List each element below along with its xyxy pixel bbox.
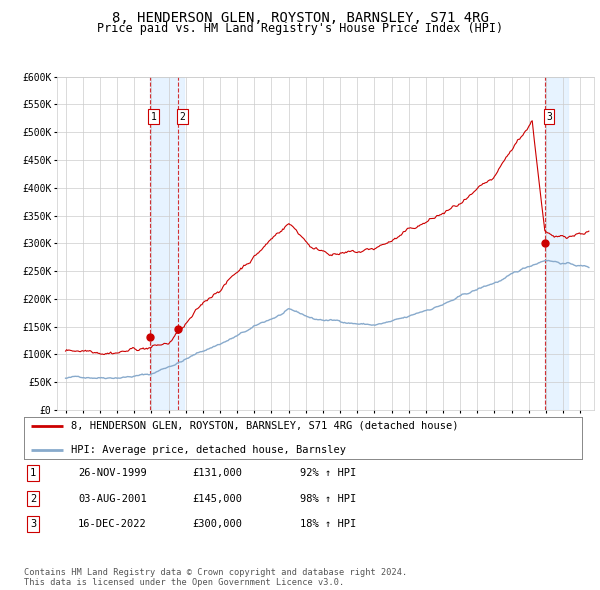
Text: Price paid vs. HM Land Registry's House Price Index (HPI): Price paid vs. HM Land Registry's House …	[97, 22, 503, 35]
Text: 92% ↑ HPI: 92% ↑ HPI	[300, 468, 356, 478]
Text: 18% ↑ HPI: 18% ↑ HPI	[300, 519, 356, 529]
Text: 3: 3	[30, 519, 36, 529]
Text: 03-AUG-2001: 03-AUG-2001	[78, 494, 147, 503]
Text: 1: 1	[30, 468, 36, 478]
Text: 3: 3	[546, 112, 552, 122]
Text: 2: 2	[179, 112, 185, 122]
Text: HPI: Average price, detached house, Barnsley: HPI: Average price, detached house, Barn…	[71, 445, 346, 455]
Text: £300,000: £300,000	[192, 519, 242, 529]
Text: 2: 2	[30, 494, 36, 503]
Text: 16-DEC-2022: 16-DEC-2022	[78, 519, 147, 529]
Text: £145,000: £145,000	[192, 494, 242, 503]
Bar	[545, 77, 568, 410]
Text: 26-NOV-1999: 26-NOV-1999	[78, 468, 147, 478]
Text: 98% ↑ HPI: 98% ↑ HPI	[300, 494, 356, 503]
Text: 8, HENDERSON GLEN, ROYSTON, BARNSLEY, S71 4RG: 8, HENDERSON GLEN, ROYSTON, BARNSLEY, S7…	[112, 11, 488, 25]
Text: 1: 1	[151, 112, 157, 122]
Text: 8, HENDERSON GLEN, ROYSTON, BARNSLEY, S71 4RG (detached house): 8, HENDERSON GLEN, ROYSTON, BARNSLEY, S7…	[71, 421, 459, 431]
Bar	[149, 77, 184, 410]
Text: £131,000: £131,000	[192, 468, 242, 478]
Text: Contains HM Land Registry data © Crown copyright and database right 2024.
This d: Contains HM Land Registry data © Crown c…	[24, 568, 407, 587]
